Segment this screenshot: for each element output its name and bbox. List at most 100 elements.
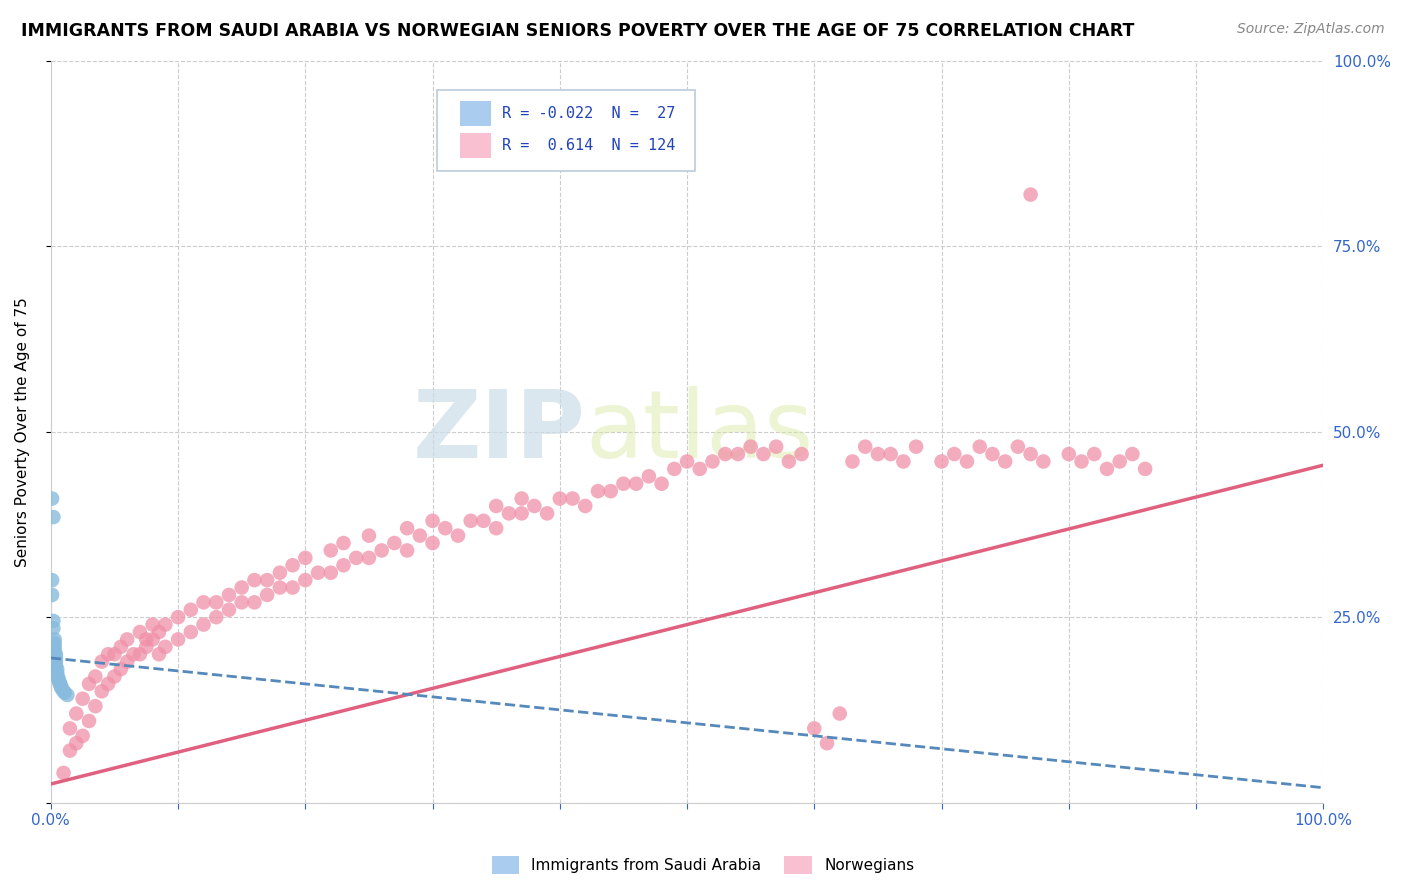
Point [344, 550, 367, 565]
Point [409, 528, 432, 542]
Point [396, 543, 419, 558]
Point [42, 614, 65, 628]
Point [48, 675, 70, 690]
Point [42, 510, 65, 524]
Point [59, 722, 82, 736]
Point [52, 765, 75, 780]
Point [52, 684, 75, 698]
Point [135, 632, 157, 647]
Point [943, 447, 966, 461]
Point [45, 658, 67, 673]
Point [53, 686, 76, 700]
Point [155, 640, 177, 654]
Point [931, 454, 953, 468]
Point [357, 550, 380, 565]
Legend: Immigrants from Saudi Arabia, Norwegians: Immigrants from Saudi Arabia, Norwegians [485, 850, 921, 880]
Point [702, 454, 724, 468]
Point [44, 636, 66, 650]
Point [231, 581, 253, 595]
Point [44, 632, 66, 647]
Point [148, 625, 170, 640]
Point [167, 610, 190, 624]
Point [231, 595, 253, 609]
Point [44, 640, 66, 654]
Point [714, 447, 737, 461]
Point [752, 447, 775, 461]
Point [332, 536, 354, 550]
Text: IMMIGRANTS FROM SAUDI ARABIA VS NORWEGIAN SENIORS POVERTY OVER THE AGE OF 75 COR: IMMIGRANTS FROM SAUDI ARABIA VS NORWEGIA… [21, 22, 1135, 40]
Text: atlas: atlas [585, 386, 814, 478]
Point [193, 595, 215, 609]
Point [561, 491, 583, 506]
Point [135, 640, 157, 654]
Point [905, 440, 928, 454]
Point [180, 625, 202, 640]
Point [256, 588, 278, 602]
Point [41, 588, 63, 602]
Point [536, 507, 558, 521]
Point [281, 581, 304, 595]
Point [319, 566, 342, 580]
Point [841, 454, 863, 468]
Point [256, 573, 278, 587]
Point [49, 678, 72, 692]
Point [90, 684, 112, 698]
Point [548, 491, 571, 506]
Text: Source: ZipAtlas.com: Source: ZipAtlas.com [1237, 22, 1385, 37]
Point [1057, 447, 1080, 461]
Point [1095, 462, 1118, 476]
Point [56, 688, 79, 702]
Point [84, 669, 107, 683]
Point [205, 610, 228, 624]
Point [969, 440, 991, 454]
Point [59, 744, 82, 758]
Point [45, 647, 67, 661]
Point [740, 440, 762, 454]
Point [1007, 440, 1029, 454]
Point [599, 484, 621, 499]
Point [893, 454, 915, 468]
Point [129, 647, 152, 661]
Point [42, 621, 65, 635]
Text: R = -0.022  N =  27: R = -0.022 N = 27 [502, 106, 675, 120]
Point [727, 447, 749, 461]
Text: ZIP: ZIP [412, 386, 585, 478]
Point [243, 573, 266, 587]
Point [790, 447, 813, 461]
Text: R =  0.614  N = 124: R = 0.614 N = 124 [502, 138, 675, 153]
Point [103, 647, 125, 661]
Point [651, 476, 673, 491]
Point [676, 454, 699, 468]
Point [167, 632, 190, 647]
Point [142, 617, 165, 632]
Point [574, 499, 596, 513]
Point [45, 651, 67, 665]
Point [110, 640, 132, 654]
Point [370, 543, 392, 558]
Point [1083, 447, 1105, 461]
Point [485, 521, 508, 535]
Point [48, 673, 70, 688]
Point [879, 447, 901, 461]
Point [72, 729, 94, 743]
Point [41, 573, 63, 587]
Point [218, 603, 240, 617]
Point [1121, 447, 1143, 461]
Point [612, 476, 634, 491]
Point [307, 566, 329, 580]
Point [778, 454, 800, 468]
Point [994, 454, 1017, 468]
Point [853, 440, 876, 454]
Point [1133, 462, 1156, 476]
Point [396, 521, 419, 535]
Point [97, 677, 120, 691]
Point [142, 632, 165, 647]
Point [434, 521, 457, 535]
Point [44, 643, 66, 657]
Point [193, 617, 215, 632]
Point [46, 662, 69, 676]
Point [65, 706, 87, 721]
Point [180, 603, 202, 617]
Point [815, 736, 838, 750]
Point [485, 499, 508, 513]
